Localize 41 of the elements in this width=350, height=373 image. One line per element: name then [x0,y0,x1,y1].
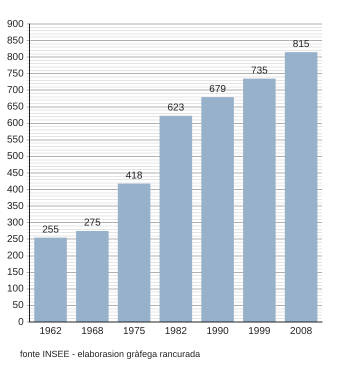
data-label: 275 [84,218,102,229]
y-tick-label: 850 [6,35,24,46]
y-tick-label: 700 [6,84,24,96]
x-tick-label: 1968 [81,326,104,337]
x-tick-label: 1982 [164,326,188,337]
y-tick-label: 600 [6,118,24,130]
y-tick-label: 350 [6,200,24,212]
x-tick-label: 1962 [39,326,62,337]
y-tick-label: 100 [6,284,24,295]
y-tick-label: 550 [6,134,24,146]
y-tick-label: 250 [6,234,24,245]
y-tick-label: 650 [6,102,24,113]
bar [201,97,234,322]
y-tick-label: 150 [6,267,24,278]
y-tick-label: 50 [12,300,24,312]
x-tick-label: 2008 [290,326,313,337]
source-note: fonte INSEE - elaborasion gràfega rancurada [20,349,200,359]
data-label: 623 [168,102,185,114]
x-tick-label: 1999 [248,326,271,337]
bar [118,184,150,322]
y-tick-label: 300 [6,217,24,228]
bar [284,52,318,322]
data-label: 255 [42,224,60,236]
y-tick-label: 750 [6,68,24,80]
x-tick-label: 1990 [206,326,230,337]
bar [243,78,276,322]
bar [34,238,67,322]
y-tick-label: 450 [6,168,24,179]
y-tick-label: 400 [6,184,24,196]
data-label: 418 [126,170,143,182]
x-tick-label: 1975 [122,326,146,337]
data-label: 679 [209,84,226,95]
y-tick-label: 0 [18,316,24,328]
data-label: 815 [292,38,310,50]
y-tick-label: 500 [6,151,24,162]
bar [76,230,109,322]
y-tick-label: 800 [6,52,24,63]
y-tick-label: 900 [6,18,24,30]
data-label: 735 [251,65,268,76]
bar [160,116,192,322]
y-tick-label: 200 [6,250,24,262]
